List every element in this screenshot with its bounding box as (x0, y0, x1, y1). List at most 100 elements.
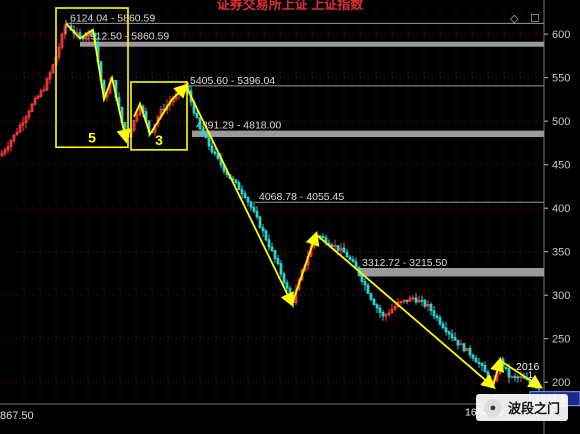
wave-box-label: 5 (88, 129, 96, 145)
y-tick-label: 200 (552, 377, 570, 389)
candle-body (429, 304, 433, 312)
candle-body (258, 216, 262, 229)
y-tick-label: 300 (552, 290, 570, 302)
wave-line (291, 230, 320, 305)
candle-body (432, 310, 436, 317)
candle-body (204, 134, 208, 139)
wave-box-label: 3 (155, 132, 163, 148)
candle-body (9, 140, 13, 147)
y-tick-label: 500 (552, 116, 570, 128)
candle-body (462, 343, 466, 352)
candle-body (264, 230, 268, 241)
candle-body (402, 299, 406, 302)
candle-body (255, 210, 259, 218)
watermark-text: 波段之门 (508, 401, 561, 416)
candle-body (351, 259, 355, 263)
candle-body (486, 371, 490, 381)
level-label: 6124.04 - 5860.59 (70, 12, 155, 24)
candle-body (195, 112, 199, 119)
wave-line (490, 357, 505, 387)
level-label: 4068.78 - 4055.45 (259, 191, 344, 203)
candle-body (375, 304, 379, 309)
candle-body (246, 197, 250, 203)
candle-body (60, 33, 64, 48)
candle-body (30, 103, 34, 112)
candle-body (420, 299, 424, 302)
wave-line (133, 83, 189, 137)
candle-body (438, 317, 442, 325)
candle-body (510, 376, 514, 378)
y-tick-label: 450 (552, 160, 570, 172)
candle-body (321, 236, 325, 239)
candle-body (489, 379, 493, 383)
candle-body (417, 299, 421, 303)
wave-box (130, 81, 188, 151)
candle-body (450, 333, 454, 338)
wave-line (315, 233, 496, 389)
candle-body (249, 201, 253, 208)
candle-body (333, 245, 337, 247)
candle-body (198, 117, 202, 130)
candle-body (456, 339, 460, 346)
candle-body (519, 376, 523, 378)
chart-title: 证券交易所上证 上证指数 (216, 0, 364, 12)
watermark: ● 波段之门 (476, 394, 569, 421)
candle-body (342, 247, 346, 253)
level-label: 4891.29 - 4818.00 (196, 120, 281, 132)
candle-body (411, 297, 415, 300)
candle-body (24, 116, 28, 124)
candle-body (393, 306, 397, 310)
candle-body (399, 301, 403, 303)
wave-line (499, 359, 544, 389)
candle-body (15, 131, 19, 136)
candle-body (480, 363, 484, 366)
candle-body (474, 357, 478, 363)
candle-body (132, 120, 136, 131)
diamond-icon[interactable]: ◇ (510, 13, 519, 25)
candle-body (447, 331, 451, 335)
level-band (80, 41, 544, 47)
candle-body (279, 263, 283, 275)
candle-body (537, 387, 541, 390)
candle-body (48, 72, 52, 80)
candle-body (6, 146, 10, 151)
wechat-icon: ● (484, 398, 502, 417)
level-band (192, 130, 544, 137)
candle-body (441, 323, 445, 329)
candle-body (507, 368, 511, 378)
candle-body (372, 298, 376, 306)
candle-body (285, 282, 289, 289)
y-tick-label: 600 (552, 29, 570, 41)
wave-box (55, 7, 129, 149)
candle-body (207, 137, 211, 147)
candle-body (210, 145, 214, 153)
candle-body (513, 376, 517, 378)
candle-body (240, 189, 244, 194)
candle-body (435, 315, 439, 318)
candle-body (384, 314, 388, 317)
candle-body (33, 97, 37, 105)
candle-body (459, 343, 463, 346)
side-mark: 3 (532, 378, 537, 388)
candle-body (414, 297, 418, 303)
candle-body (267, 239, 271, 248)
candle-body (354, 261, 358, 268)
candle-body (477, 361, 481, 365)
candle-body (216, 153, 220, 159)
candle-body (12, 134, 16, 141)
candle-body (516, 376, 520, 379)
y-tick-label: 550 (552, 73, 570, 85)
level-label: 5405.60 - 5396.04 (190, 75, 275, 87)
candle-body (57, 46, 61, 58)
candle-body (261, 227, 265, 232)
candle-body (273, 250, 277, 260)
candle-body (3, 149, 7, 154)
candle-body (135, 114, 139, 121)
y-tick-label: 400 (552, 203, 570, 215)
candle-body (18, 124, 22, 133)
y-tick-label: 250 (552, 334, 570, 346)
close-icon[interactable]: ☐ (530, 13, 540, 25)
candle-body (288, 287, 292, 298)
candle-body (282, 273, 286, 284)
